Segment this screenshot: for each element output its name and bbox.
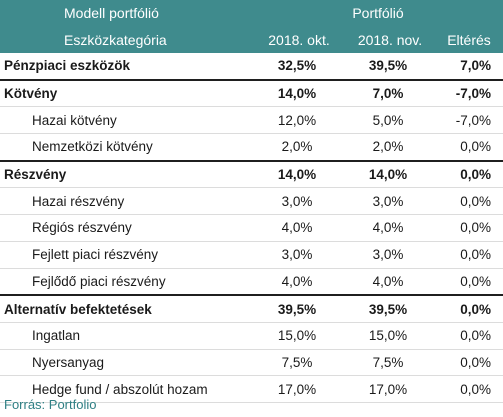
source-note: Forrás: Portfolio bbox=[4, 397, 97, 412]
row-name: Kötvény bbox=[0, 78, 253, 108]
row-name: Pénzpiaci eszközök bbox=[0, 53, 253, 81]
cell-diff: 0,0% bbox=[435, 294, 503, 323]
row-name: Hazai kötvény bbox=[0, 106, 253, 135]
cell-oct: 4,0% bbox=[253, 268, 345, 296]
cell-nov: 3,0% bbox=[345, 241, 435, 269]
subcategory-row: Hazai kötvény 12,0% 5,0% -7,0% bbox=[0, 106, 503, 135]
table-body: Pénzpiaci eszközök 32,5% 39,5% 7,0% Kötvény 1… bbox=[0, 53, 503, 403]
cell-nov: 5,0% bbox=[345, 106, 435, 135]
cell-diff: 0,0% bbox=[435, 187, 503, 216]
row-name: Nyersanyag bbox=[0, 349, 253, 377]
header-category-label: Eszközkategória bbox=[0, 26, 253, 53]
cell-nov: 14,0% bbox=[345, 159, 435, 189]
cell-diff: 0,0% bbox=[435, 375, 503, 403]
row-name: Fejlődő piaci részvény bbox=[0, 268, 253, 296]
category-row: Kötvény 14,0% 7,0% -7,0% bbox=[0, 78, 503, 108]
header-col-diff: Eltérés bbox=[435, 26, 503, 53]
cell-diff: -7,0% bbox=[435, 78, 503, 108]
cell-diff: 7,0% bbox=[435, 53, 503, 81]
cell-oct: 3,0% bbox=[253, 187, 345, 216]
category-row: Részvény 14,0% 14,0% 0,0% bbox=[0, 159, 503, 189]
cell-nov: 7,5% bbox=[345, 349, 435, 377]
cell-oct: 15,0% bbox=[253, 322, 345, 350]
cell-diff: 0,0% bbox=[435, 322, 503, 350]
row-name: Alternatív befektetések bbox=[0, 294, 253, 323]
subcategory-row: Hedge fund / abszolút hozam 17,0% 17,0% 0,0… bbox=[0, 375, 503, 403]
subcategory-row: Régiós részvény 4,0% 4,0% 0,0% bbox=[0, 214, 503, 242]
row-name: Fejlett piaci részvény bbox=[0, 241, 253, 269]
cell-oct: 3,0% bbox=[253, 241, 345, 269]
cell-nov: 39,5% bbox=[345, 53, 435, 81]
header-col-nov: 2018. nov. bbox=[345, 26, 435, 53]
cell-oct: 32,5% bbox=[253, 53, 345, 81]
category-row: Pénzpiaci eszközök 32,5% 39,5% 7,0% bbox=[0, 53, 503, 81]
cell-nov: 17,0% bbox=[345, 375, 435, 403]
header-model-label: Modell portfólió bbox=[0, 0, 253, 26]
cell-diff: 0,0% bbox=[435, 268, 503, 296]
category-row: Alternatív befektetések 39,5% 39,5% 0,0% bbox=[0, 294, 503, 323]
cell-oct: 17,0% bbox=[253, 375, 345, 403]
cell-diff: 0,0% bbox=[435, 159, 503, 189]
header-col-oct: 2018. okt. bbox=[253, 26, 345, 53]
cell-oct: 14,0% bbox=[253, 159, 345, 189]
cell-diff: -7,0% bbox=[435, 106, 503, 135]
cell-nov: 7,0% bbox=[345, 78, 435, 108]
subcategory-row: Hazai részvény 3,0% 3,0% 0,0% bbox=[0, 187, 503, 216]
header-portfolio-label: Portfólió bbox=[253, 0, 503, 26]
cell-oct: 4,0% bbox=[253, 214, 345, 242]
cell-diff: 0,0% bbox=[435, 349, 503, 377]
cell-nov: 4,0% bbox=[345, 214, 435, 242]
row-name: Nemzetközi kötvény bbox=[0, 133, 253, 162]
subcategory-row: Ingatlan 15,0% 15,0% 0,0% bbox=[0, 322, 503, 350]
cell-nov: 15,0% bbox=[345, 322, 435, 350]
row-name: Régiós részvény bbox=[0, 214, 253, 242]
row-name: Részvény bbox=[0, 159, 253, 189]
subcategory-row: Nyersanyag 7,5% 7,5% 0,0% bbox=[0, 349, 503, 377]
row-name: Hedge fund / abszolút hozam bbox=[0, 375, 253, 403]
cell-oct: 39,5% bbox=[253, 294, 345, 323]
table-header: Modell portfólió Portfólió Eszközkategór… bbox=[0, 0, 503, 53]
cell-nov: 4,0% bbox=[345, 268, 435, 296]
cell-nov: 3,0% bbox=[345, 187, 435, 216]
subcategory-row: Fejlett piaci részvény 3,0% 3,0% 0,0% bbox=[0, 241, 503, 269]
subcategory-row: Fejlődő piaci részvény 4,0% 4,0% 0,0% bbox=[0, 268, 503, 296]
cell-oct: 2,0% bbox=[253, 133, 345, 162]
cell-oct: 7,5% bbox=[253, 349, 345, 377]
row-name: Hazai részvény bbox=[0, 187, 253, 216]
cell-oct: 14,0% bbox=[253, 78, 345, 108]
row-name: Ingatlan bbox=[0, 322, 253, 350]
cell-nov: 2,0% bbox=[345, 133, 435, 162]
cell-oct: 12,0% bbox=[253, 106, 345, 135]
cell-diff: 0,0% bbox=[435, 214, 503, 242]
subcategory-row: Nemzetközi kötvény 2,0% 2,0% 0,0% bbox=[0, 133, 503, 162]
cell-nov: 39,5% bbox=[345, 294, 435, 323]
model-portfolio-table: Modell portfólió Portfólió Eszközkategór… bbox=[0, 0, 503, 403]
cell-diff: 0,0% bbox=[435, 133, 503, 162]
cell-diff: 0,0% bbox=[435, 241, 503, 269]
